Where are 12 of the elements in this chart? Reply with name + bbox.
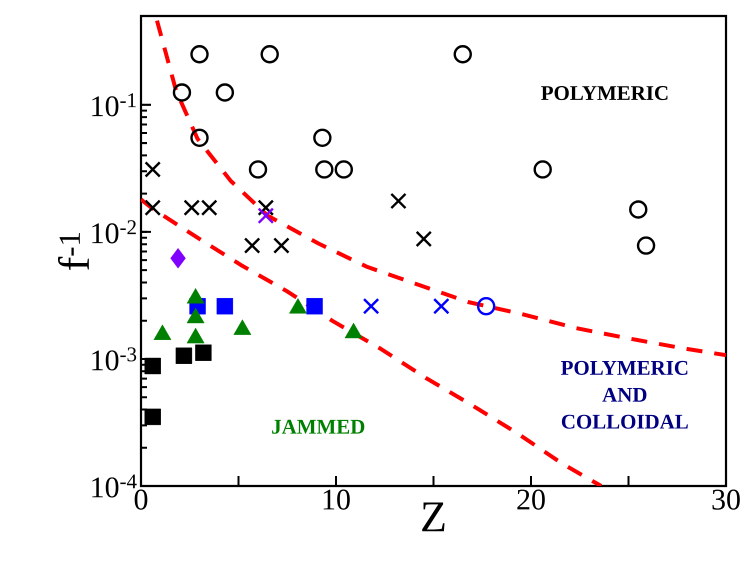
x-tick-label: 30 — [712, 490, 740, 510]
annotation: JAMMED — [272, 420, 364, 434]
annotation: POLYMERIC — [541, 86, 668, 100]
x-tick-label: 20 — [517, 490, 545, 510]
x-tick-label: 0 — [134, 490, 148, 510]
x-tick-label: 10 — [324, 490, 350, 510]
y-tick-label: 10$^{-2}$ — [92, 220, 136, 244]
x-axis-title: Z — [422, 502, 444, 532]
annotation: POLYMERIC AND COLLOIDAL — [561, 360, 688, 429]
y-tick-label: 10$^{-1}$ — [92, 93, 136, 116]
y-tick-label: 10$^{-3}$ — [92, 347, 136, 371]
y-axis-title: f$^{-1}$ — [58, 233, 89, 270]
